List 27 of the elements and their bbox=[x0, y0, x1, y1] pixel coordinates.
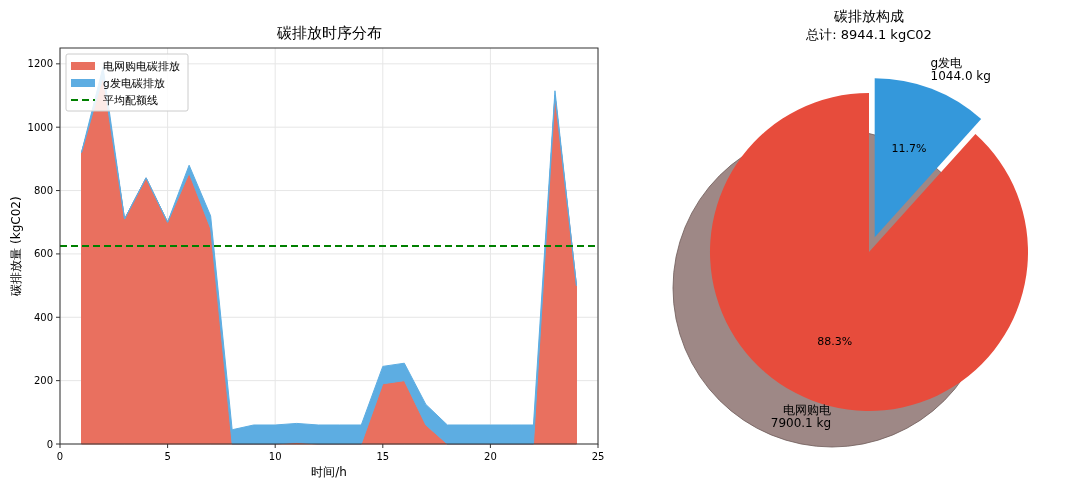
data-label: 7900.1 kg bbox=[770, 416, 832, 431]
y-tick-label: 400 bbox=[33, 311, 53, 323]
y-tick-label: 200 bbox=[33, 375, 53, 387]
chart-title: 碳排放构成 bbox=[833, 8, 904, 24]
y-tick-label: 1200 bbox=[27, 58, 53, 70]
chart-subtitle: 总计: 8944.1 kgC02 bbox=[805, 27, 932, 42]
x-tick-label: 20 bbox=[484, 451, 497, 462]
y-tick-label: 0 bbox=[46, 438, 53, 450]
legend-label: 电网购电碳排放 bbox=[103, 60, 180, 72]
x-tick-label: 0 bbox=[56, 451, 64, 462]
y-axis-title: 碳排放量 (kgC02) bbox=[9, 196, 23, 297]
legend-label: 平均配额线 bbox=[103, 94, 158, 106]
slice-label: g发电 bbox=[930, 55, 963, 70]
y-tick-label: 800 bbox=[33, 185, 53, 197]
legend-label: g发电碳排放 bbox=[103, 77, 165, 89]
chart-title: 碳排放时序分布 bbox=[275, 24, 382, 42]
y-tick-label: 1000 bbox=[27, 121, 53, 133]
x-axis-title: 时间/h bbox=[311, 465, 347, 479]
slice-label: 电网购电 bbox=[783, 403, 832, 418]
data-label: 1044.0 kg bbox=[930, 68, 991, 83]
x-tick-label: 15 bbox=[376, 451, 390, 462]
y-tick-label: 600 bbox=[33, 248, 53, 260]
x-tick-label: 25 bbox=[591, 451, 605, 462]
text: 11.7% bbox=[891, 142, 927, 156]
x-tick-label: 5 bbox=[164, 451, 171, 462]
text: 88.3% bbox=[817, 335, 853, 349]
x-tick-label: 10 bbox=[268, 451, 282, 462]
